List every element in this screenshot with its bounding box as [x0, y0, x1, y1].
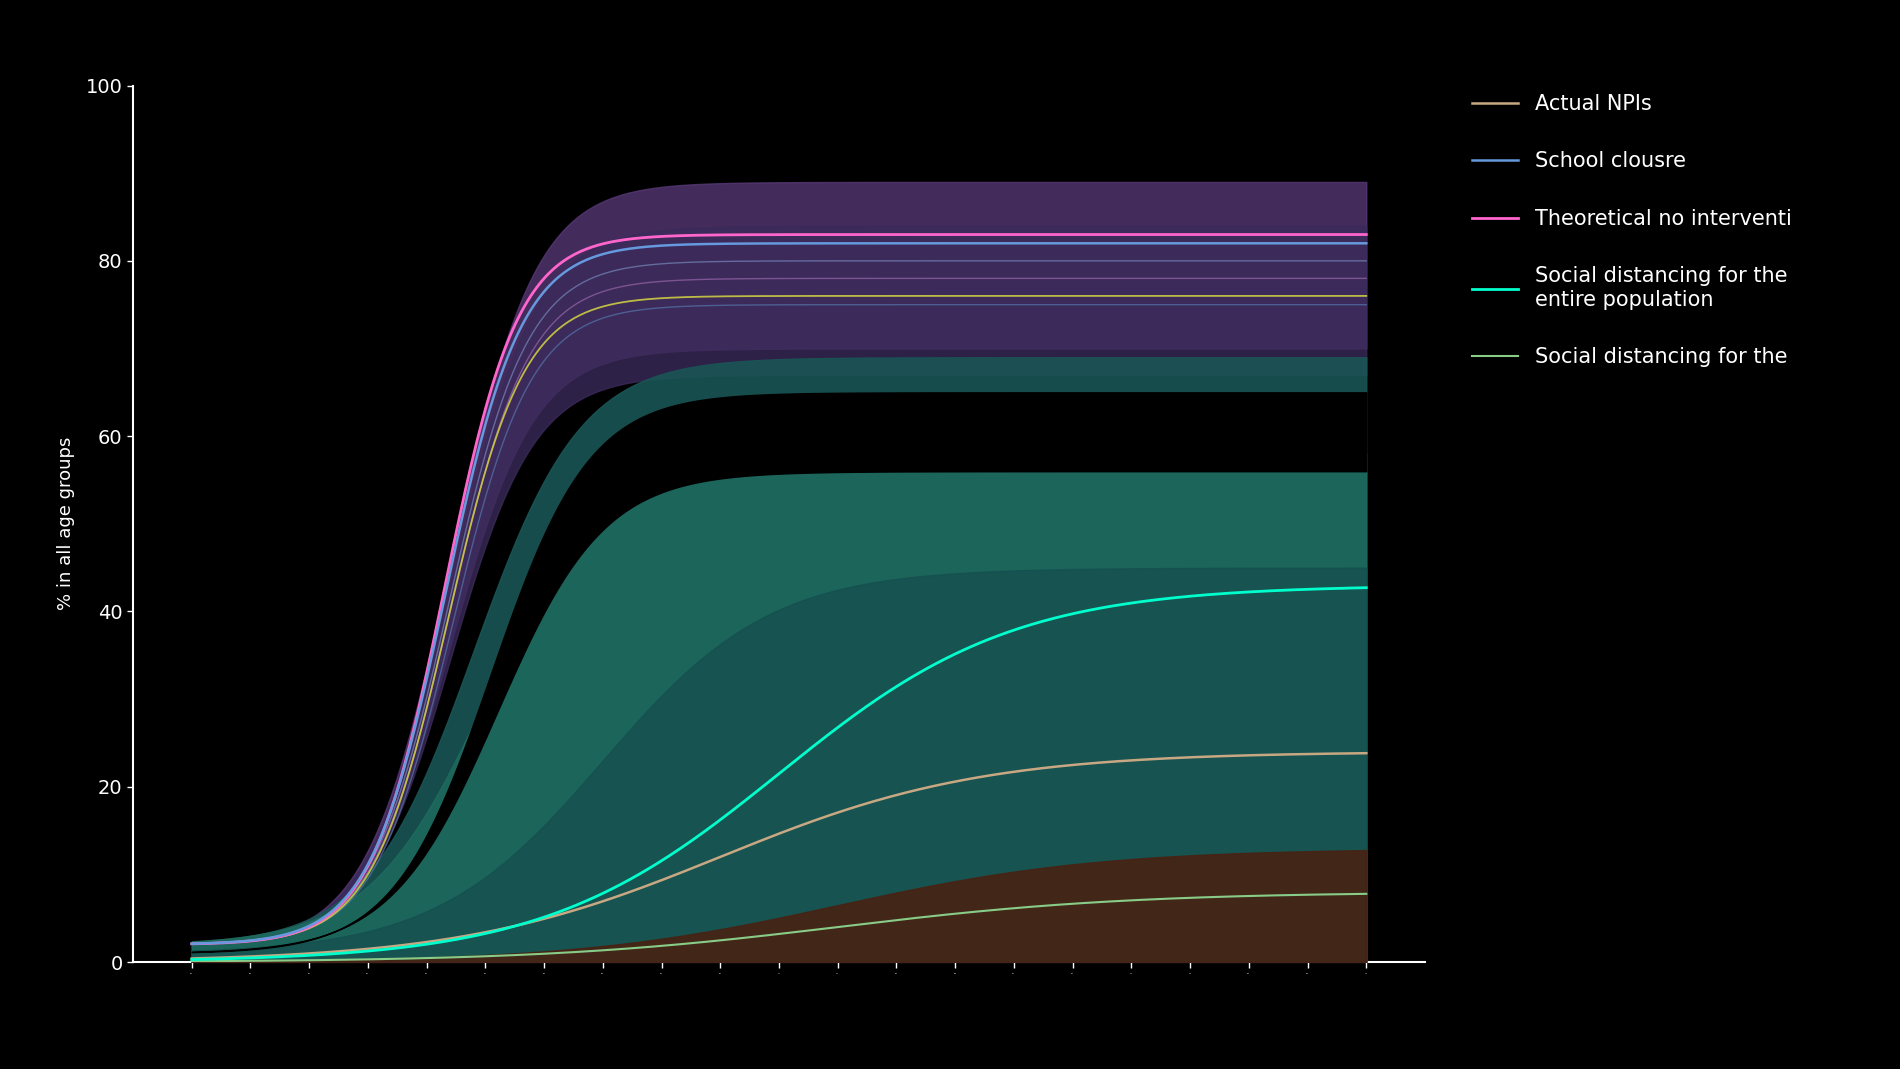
- Legend: Actual NPIs, School clousre, Theoretical no interventi, Social distancing for th: Actual NPIs, School clousre, Theoretical…: [1463, 86, 1799, 375]
- Y-axis label: % in all age groups: % in all age groups: [57, 437, 74, 610]
